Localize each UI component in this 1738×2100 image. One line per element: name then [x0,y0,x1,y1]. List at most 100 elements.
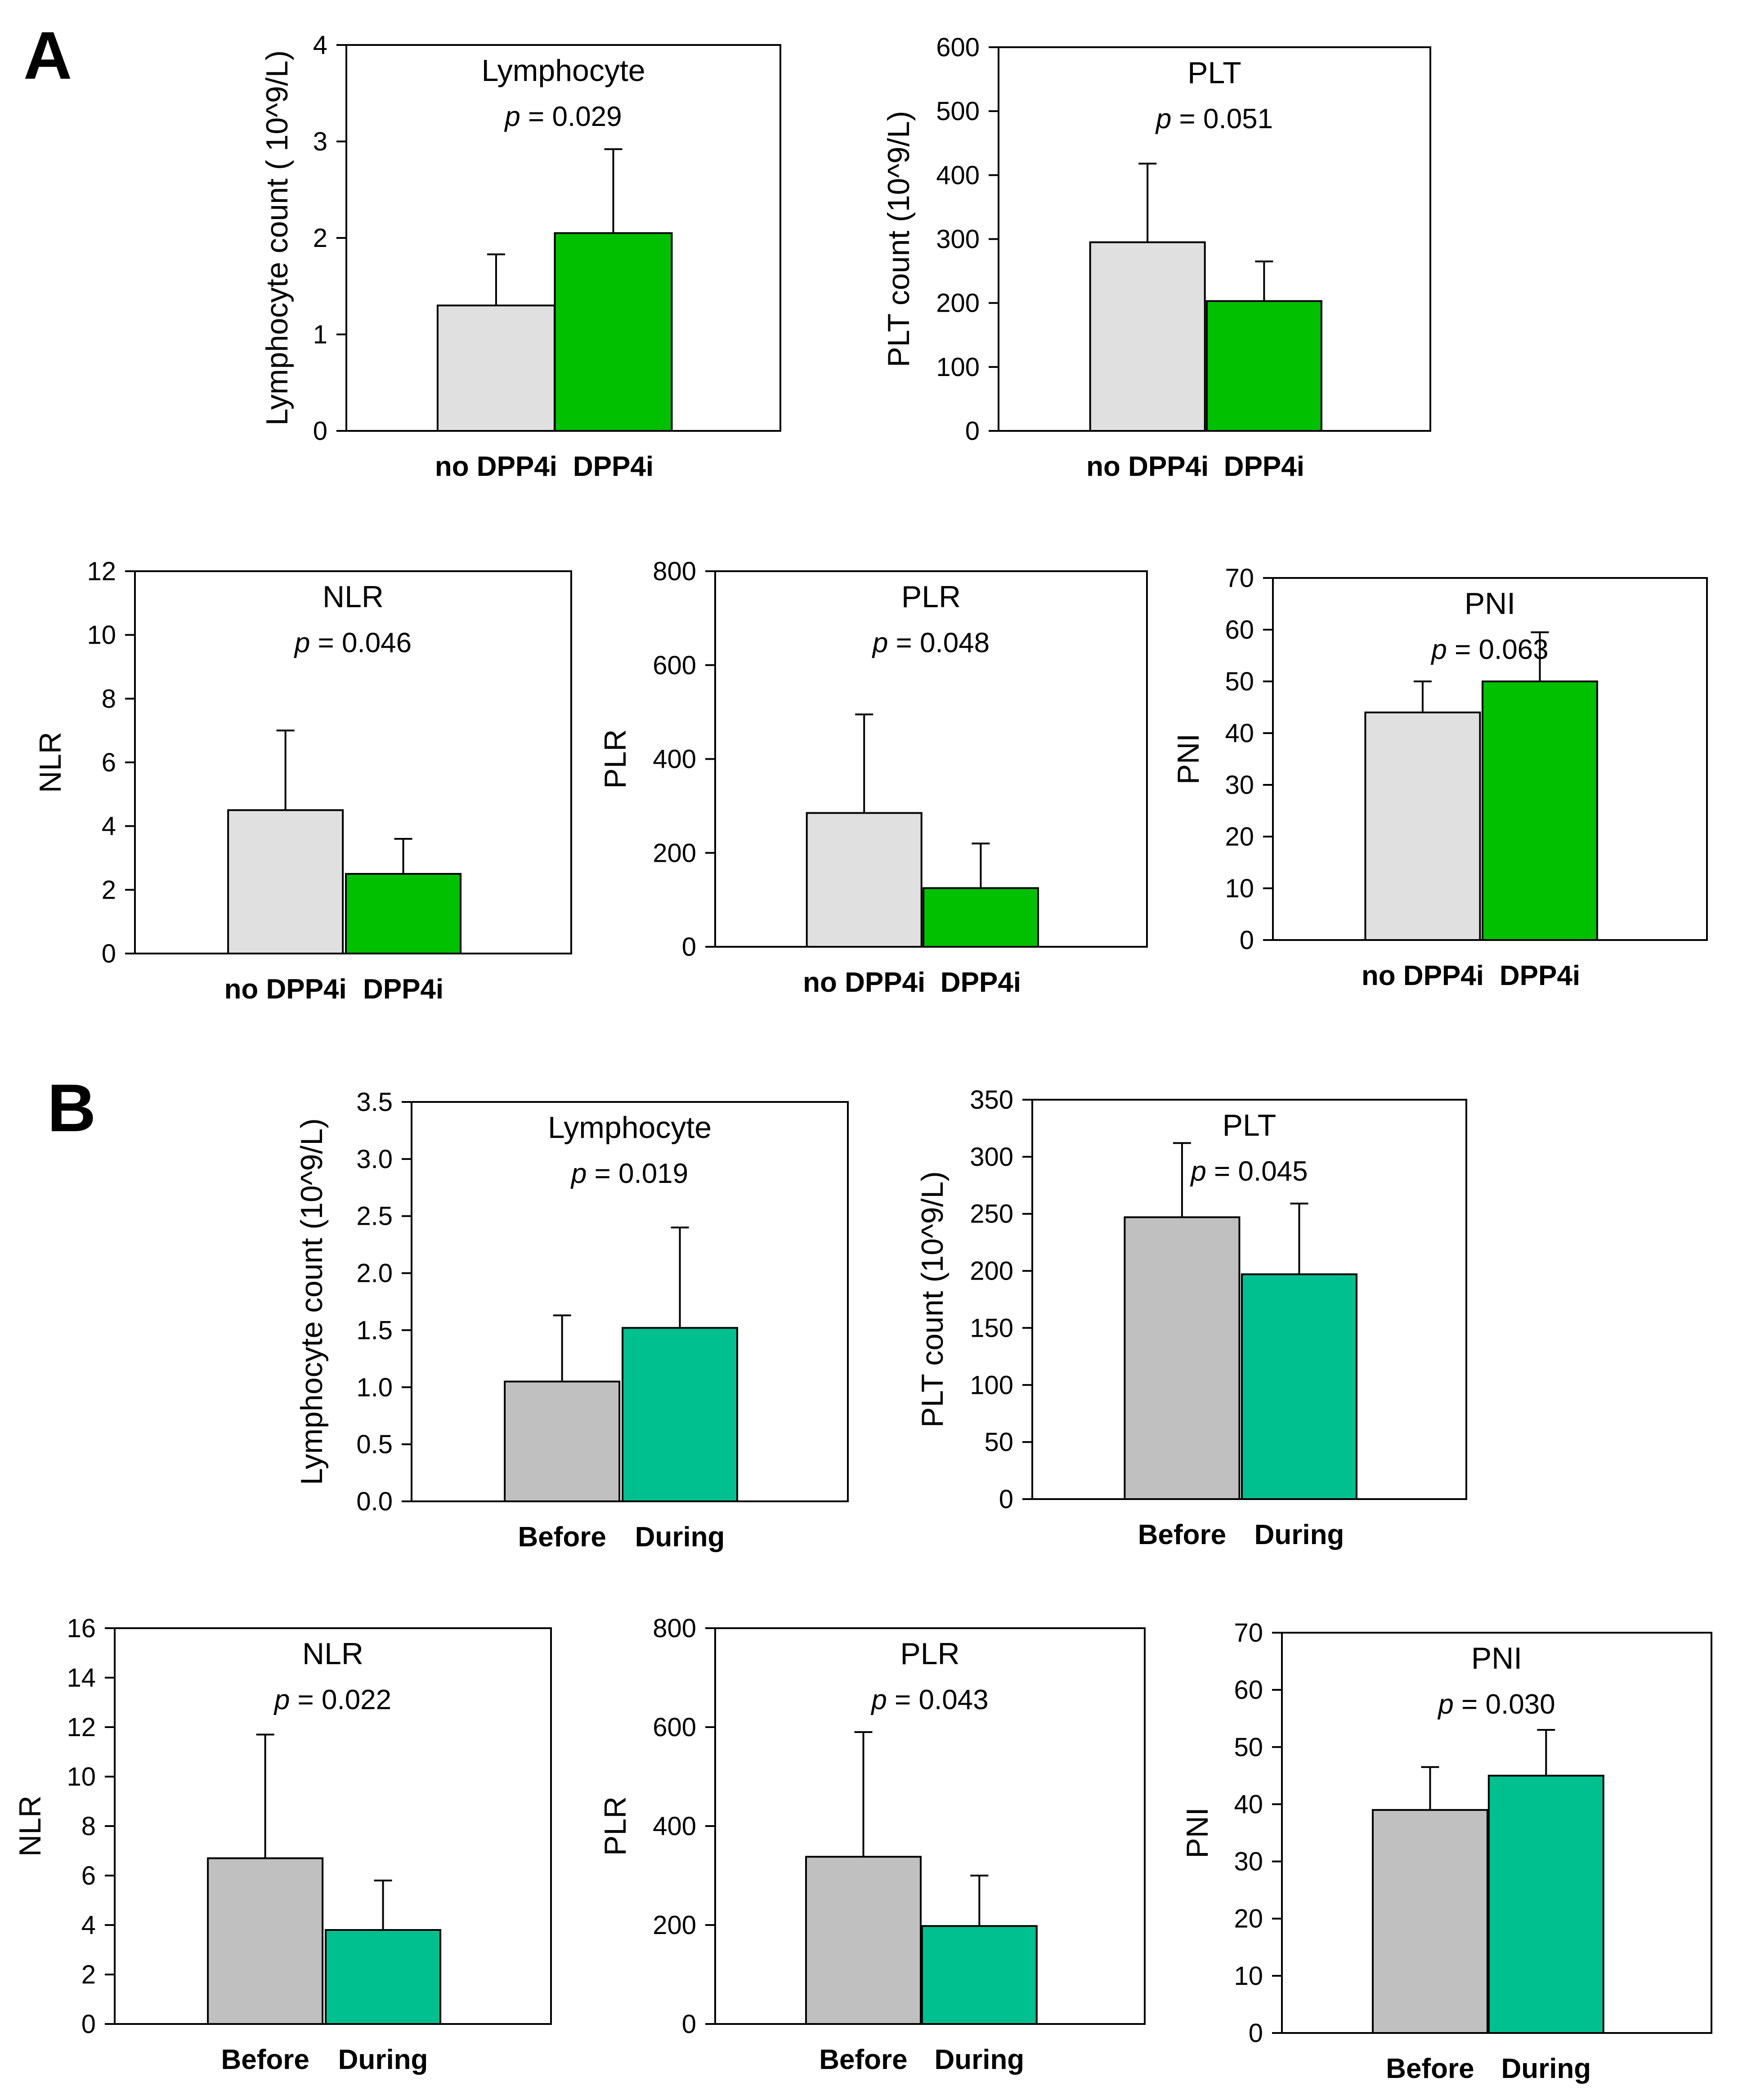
bar-before [1371,1809,1488,2034]
chart-6: 0.0 0.5 1.0 1.5 2.0 2.5 3.0 3.5 Before During Lymp… [295,1088,849,1553]
y-tick-label: 100 [970,1370,1013,1400]
y-tick-label: 1 [313,320,327,349]
p-value-number: = 0.045 [1206,1156,1308,1187]
y-tick-label: 0 [313,416,327,446]
y-tick-label: 2 [102,875,116,904]
bar-during [1487,1774,1604,2034]
chart-1: 0 1 2 3 4 no DPP4i DPP4i Lymphocyte p = 0.029 Lym… [260,31,781,482]
y-tick-label: 0 [1249,2019,1263,2048]
p-value: p = 0.019 [570,1158,688,1189]
y-tick-label: 60 [1225,615,1254,645]
y-tick-label: 50 [1225,667,1254,696]
p-value-symbol: p [1437,1689,1453,1720]
y-tick-label: 1.0 [356,1373,393,1402]
y-tick-label: 250 [970,1200,1013,1229]
p-value: p = 0.048 [872,627,990,658]
y-tick-label: 4 [313,31,327,60]
p-value-symbol: p [1155,103,1171,134]
y-tick-label: 200 [653,838,696,868]
bar-during [325,1929,442,2025]
y-tick-label: 40 [1225,719,1254,748]
y-tick-label: 8 [102,684,116,713]
p-value: p = 0.022 [273,1684,391,1715]
bar-during [622,1327,739,1502]
category-label: no DPP4i [1362,960,1484,991]
y-tick-label: 2 [81,1960,96,1989]
y-axis-label: PLR [598,729,632,788]
category-label: During [1254,1519,1344,1550]
p-value-symbol: p [870,1684,887,1715]
y-axis-label: PLT count (10^9/L) [915,1171,950,1428]
y-tick-label: 0 [999,1485,1013,1514]
category-label: DPP4i [1224,451,1304,482]
bar-before [207,1857,324,2025]
y-tick-label: 30 [1234,1847,1263,1876]
p-value: p = 0.043 [870,1684,988,1715]
p-value-symbol: p [294,627,310,658]
chart-3: 0 2 4 6 8 10 12 no DPP4i DPP4i NLR p = 0.046 NLR [33,557,572,1005]
y-tick-label: 0 [1240,926,1254,955]
y-tick-label: 4 [102,812,116,841]
y-tick-label: 2 [313,224,327,253]
chart-10: 0 10 20 30 40 50 60 70 Before During PNI p = 0.030 P… [1180,1618,1712,2084]
y-tick-label: 14 [67,1663,96,1693]
y-tick-label: 70 [1225,564,1254,593]
chart-title: Lymphocyte [548,1110,712,1145]
y-tick-label: 400 [936,161,980,190]
p-value-symbol: p [570,1158,587,1189]
bar-no-dpp4i [1364,712,1481,941]
y-tick-label: 16 [67,1614,96,1643]
bar-dpp4i [922,887,1039,948]
y-tick-label: 60 [1234,1675,1263,1705]
category-label: Before [1138,1519,1226,1550]
bar-dpp4i [554,232,673,432]
p-value-number: = 0.019 [587,1158,688,1189]
bar-dpp4i [345,873,462,954]
p-value-number: = 0.048 [888,627,990,658]
y-axis-label: PNI [1180,1807,1214,1858]
y-tick-label: 0 [682,932,696,962]
y-tick-label: 10 [87,621,116,650]
category-label: Before [518,1522,606,1553]
category-label: During [338,2044,428,2075]
y-axis-label: PLR [598,1796,632,1856]
chart-9: 0 200 400 600 800 Before During PLR p = 0.043 PLR [598,1614,1146,2075]
p-value-number: = 0.063 [1447,634,1549,665]
category-label: Before [1386,2053,1474,2084]
y-axis-label: NLR [33,732,67,793]
chart-title: PLT [1223,1108,1277,1142]
y-tick-label: 10 [1234,1961,1263,1991]
panel-letter-b: B [47,1070,96,1146]
y-tick-label: 12 [87,557,116,586]
y-tick-label: 800 [653,557,696,586]
y-tick-label: 30 [1225,770,1254,800]
chart-title: NLR [323,580,384,614]
y-tick-label: 0 [81,2010,96,2039]
y-tick-label: 600 [653,1713,696,1742]
chart-title: PLR [900,1637,959,1671]
y-tick-label: 150 [970,1313,1013,1343]
y-tick-label: 100 [936,353,980,382]
y-axis-label: Lymphocyte count ( 10^9/L) [260,50,294,426]
y-tick-label: 40 [1234,1790,1263,1819]
y-tick-label: 0 [102,939,116,968]
y-tick-label: 50 [984,1428,1013,1457]
p-value-number: = 0.051 [1171,103,1273,134]
category-label: DPP4i [941,967,1021,998]
category-label: Before [221,2044,309,2075]
y-tick-label: 20 [1234,1904,1263,1934]
y-tick-label: 20 [1225,822,1254,851]
p-value: p = 0.046 [294,627,412,658]
panel-letter-a: A [23,18,72,93]
y-tick-label: 4 [81,1911,96,1940]
y-tick-label: 0.0 [356,1487,393,1516]
p-value-number: = 0.030 [1454,1689,1555,1720]
y-tick-label: 3 [313,127,327,157]
bar-during [1241,1273,1357,1500]
y-tick-label: 0.5 [356,1430,393,1459]
y-tick-label: 6 [102,748,116,777]
p-value-symbol: p [504,101,520,132]
category-label: During [635,1522,725,1553]
